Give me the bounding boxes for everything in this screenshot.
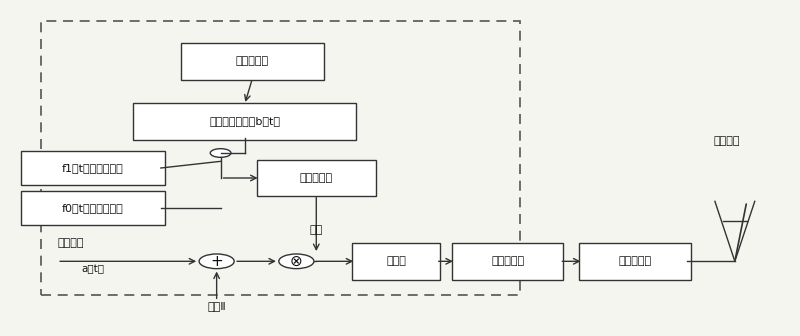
Circle shape (210, 149, 231, 157)
Text: +: + (210, 254, 223, 269)
FancyBboxPatch shape (181, 43, 324, 80)
Circle shape (279, 254, 314, 269)
Text: 发送天线: 发送天线 (714, 136, 740, 146)
FancyBboxPatch shape (22, 191, 165, 225)
FancyBboxPatch shape (579, 243, 691, 280)
Text: 发送滤波器: 发送滤波器 (300, 173, 333, 183)
FancyBboxPatch shape (452, 243, 563, 280)
Text: 载波: 载波 (310, 225, 323, 235)
Text: 附加二进制数据b（t）: 附加二进制数据b（t） (209, 116, 280, 126)
Text: 功率放大器: 功率放大器 (618, 256, 652, 266)
Text: f0（t）信号发生器: f0（t）信号发生器 (62, 203, 124, 213)
Text: f1（t）信号发生器: f1（t）信号发生器 (62, 163, 124, 173)
FancyBboxPatch shape (22, 151, 165, 185)
FancyBboxPatch shape (257, 160, 376, 196)
Circle shape (199, 254, 234, 269)
Text: 直流Ⅱ: 直流Ⅱ (207, 301, 226, 311)
Text: 声音信号: 声音信号 (57, 238, 84, 248)
FancyBboxPatch shape (133, 103, 356, 140)
Text: ⊗: ⊗ (290, 254, 302, 269)
Text: 带通滤波器: 带通滤波器 (491, 256, 524, 266)
Text: 上变频: 上变频 (386, 256, 406, 266)
Text: 多媒体数据: 多媒体数据 (236, 56, 269, 67)
FancyBboxPatch shape (352, 243, 440, 280)
Text: a（t）: a（t） (81, 265, 104, 275)
